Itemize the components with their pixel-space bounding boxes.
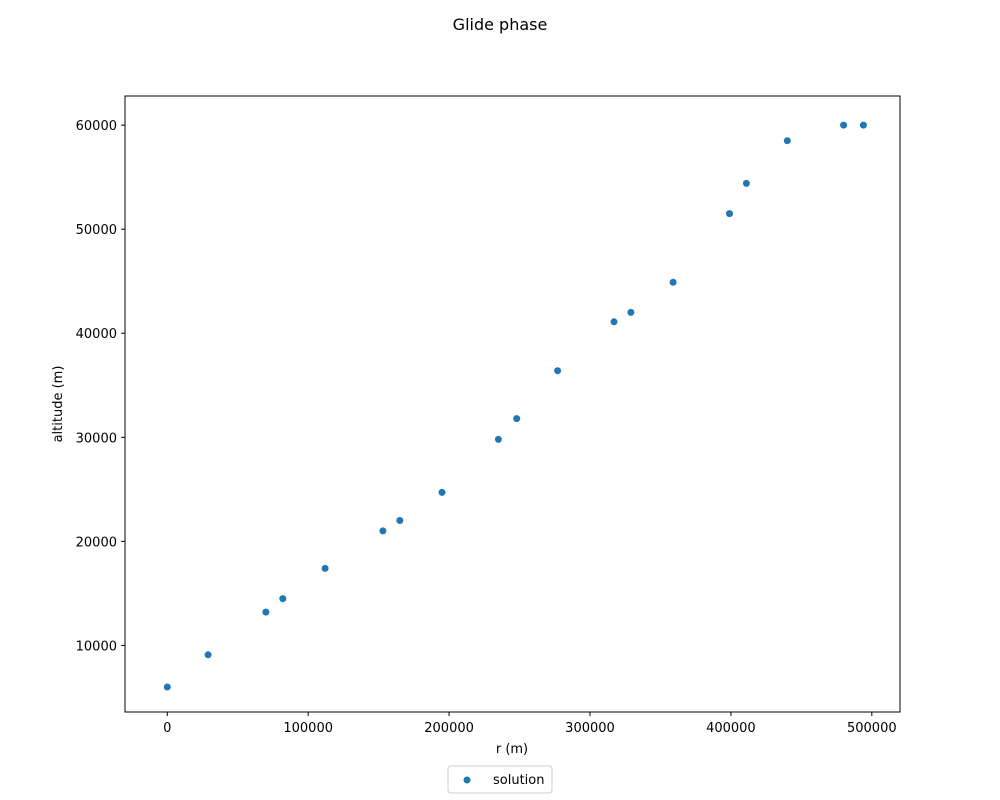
data-point [783, 137, 791, 145]
data-point [610, 318, 618, 326]
y-axis-label: altitude (m) [51, 366, 66, 443]
x-tick-label: 100000 [283, 721, 333, 736]
data-point [669, 278, 677, 286]
data-point [163, 683, 171, 691]
data-point [726, 210, 733, 218]
data-point [554, 367, 562, 375]
data-point [859, 121, 867, 129]
legend-marker [463, 776, 471, 784]
data-point [513, 415, 521, 423]
x-tick-label: 400000 [706, 721, 756, 736]
y-tick-label: 30000 [76, 431, 117, 446]
x-tick-label: 0 [163, 721, 171, 736]
legend: solution [447, 765, 553, 794]
plot-frame [124, 95, 901, 713]
y-tick-label: 50000 [76, 223, 117, 238]
legend-box [447, 765, 553, 794]
chart-title: Glide phase [453, 15, 548, 34]
x-tick-label: 500000 [847, 721, 897, 736]
y-tick-label: 40000 [76, 327, 117, 342]
x-axis-label: r (m) [496, 742, 528, 757]
data-point [396, 517, 404, 524]
y-tick-label: 60000 [76, 119, 117, 134]
data-point [379, 527, 387, 535]
data-point [438, 488, 446, 496]
x-tick-label: 200000 [424, 721, 474, 736]
data-point [840, 121, 848, 129]
legend-label: solution [493, 773, 544, 788]
plot-marks [163, 121, 867, 691]
x-tick-label: 300000 [565, 721, 615, 736]
y-tick-label: 10000 [76, 639, 117, 654]
data-point [279, 595, 287, 603]
y-axis: 10000 20000 30000 40000 50000 60000 [76, 119, 125, 654]
data-point [627, 308, 635, 316]
x-axis: 0 100000 200000 300000 400000 500000 [163, 712, 897, 736]
y-tick-label: 20000 [76, 535, 117, 550]
data-point [742, 179, 750, 187]
data-point [321, 564, 329, 572]
data-point [262, 608, 270, 616]
data-point [204, 651, 212, 659]
data-point [494, 435, 502, 443]
